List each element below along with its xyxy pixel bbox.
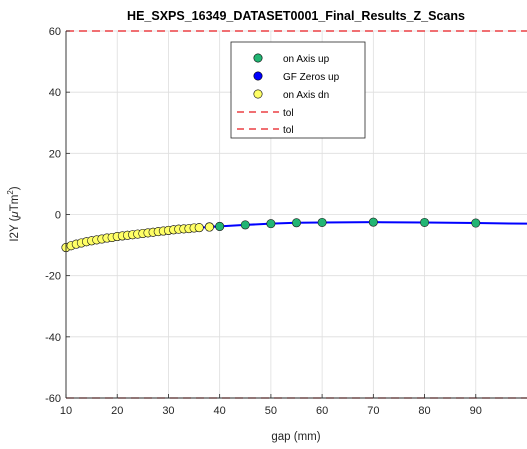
legend-label-tol-2: tol (283, 125, 294, 136)
marker-on-axis-up (317, 217, 327, 227)
legend-marker-on-axis-dn (253, 89, 263, 99)
y-axis-label-close: ) (9, 186, 21, 190)
marker-on-axis-up (291, 218, 301, 228)
x-tick-label: 50 (265, 405, 277, 417)
chart-title: HE_SXPS_16349_DATASET0001_Final_Results_… (127, 9, 465, 23)
y-tick-label: -40 (45, 332, 61, 344)
marker-on-axis-up (240, 220, 250, 230)
y-axis-label-sup: 2 (6, 190, 15, 195)
legend-marker-gf-zeros-up (253, 71, 263, 81)
y-tick-label: 60 (49, 26, 61, 38)
axes-frame (65, 30, 527, 399)
legend-label-tol-1: tol (283, 108, 294, 119)
y-tick-label: 40 (49, 87, 61, 99)
legend-label-on-axis-up: on Axis up (283, 54, 330, 65)
marker-on-axis-up (266, 219, 276, 229)
tick-labels: 10 20 30 40 50 60 70 80 90 -60 -40 -20 0 20 40 60 (45, 26, 482, 417)
x-tick-label: 70 (367, 405, 379, 417)
x-tick-label: 20 (111, 405, 123, 417)
x-tick-label: 10 (60, 405, 72, 417)
y-tick-label: 20 (49, 148, 61, 160)
marker-on-axis-up (420, 217, 430, 227)
legend-marker-on-axis-up (253, 53, 263, 63)
x-tick-label: 40 (214, 405, 226, 417)
series-line-on-axis-up (209, 221, 527, 228)
marker-on-axis-dn (194, 223, 204, 233)
marker-on-axis-dn (204, 222, 214, 232)
y-axis-label-main: I2Y ( (9, 217, 21, 241)
x-tick-label: 30 (162, 405, 174, 417)
y-tick-label: -60 (45, 393, 61, 405)
series-markers (61, 217, 481, 253)
y-axis-label: I2Y (μTm2) (6, 186, 21, 241)
x-axis-label: gap (mm) (271, 431, 320, 443)
y-tick-label: 0 (55, 210, 61, 222)
marker-on-axis-up (368, 217, 378, 227)
legend-label-gf-zeros-up: GF Zeros up (283, 72, 340, 83)
x-tick-label: 90 (470, 405, 482, 417)
legend-label-on-axis-dn: on Axis dn (283, 90, 329, 101)
x-tick-label: 60 (316, 405, 328, 417)
legend: on Axis up GF Zeros up on Axis dn tol to… (230, 41, 366, 139)
y-axis-label-mu: μ (9, 211, 21, 219)
x-tick-label: 80 (418, 405, 430, 417)
legend-box (230, 41, 366, 139)
y-axis-label-unit: Tm (9, 195, 21, 212)
y-tick-label: -20 (45, 271, 61, 283)
marker-on-axis-up (215, 221, 225, 231)
marker-on-axis-up (471, 218, 481, 228)
